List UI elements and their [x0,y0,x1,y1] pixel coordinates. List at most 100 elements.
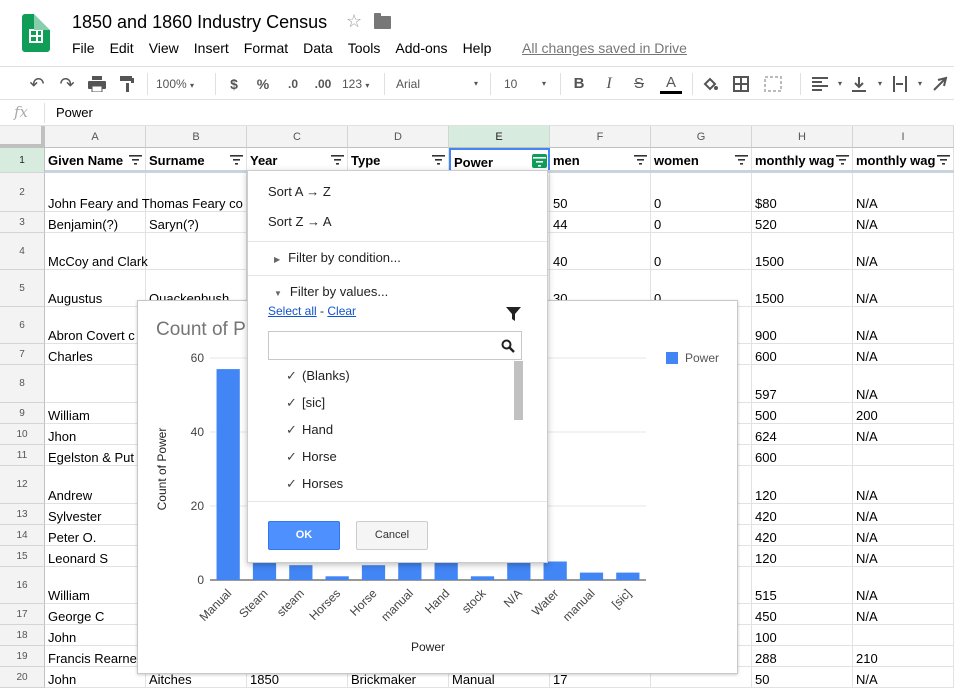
select-all-link[interactable]: Select all [268,304,317,318]
table-cell[interactable] [45,365,146,403]
column-filter-icon[interactable] [634,154,647,165]
column-header-a[interactable]: A [45,126,146,148]
document-title[interactable]: 1850 and 1860 Industry Census [72,12,328,32]
table-cell[interactable]: John [45,667,146,688]
filter-by-values-item[interactable]: ▼ Filter by values... [274,284,388,299]
menu-edit[interactable]: Edit [109,40,134,56]
table-cell[interactable] [146,173,247,212]
table-cell[interactable]: 0 [651,233,752,270]
table-cell[interactable]: 120 [752,466,853,504]
table-cell[interactable]: 0 [651,173,752,212]
star-icon[interactable]: ☆ [346,11,363,31]
filter-value-item[interactable]: ✓ Hand [286,422,333,438]
table-cell[interactable]: N/A [853,233,954,270]
values-scrollbar[interactable] [514,361,523,420]
print-icon[interactable] [86,74,108,94]
redo-icon[interactable]: ↷ [59,74,75,94]
menu-add-ons[interactable]: Add-ons [395,40,448,56]
column-filter-icon[interactable] [432,154,445,165]
increase-decimal-button[interactable]: .00 [314,77,332,91]
fill-color-icon[interactable] [700,74,720,94]
borders-icon[interactable] [731,74,751,94]
table-cell[interactable]: 120 [752,546,853,567]
table-cell[interactable]: N/A [853,525,954,546]
align-left-icon[interactable]: ▾ [812,74,842,94]
column-header-h[interactable]: H [752,126,853,148]
values-search-input[interactable] [268,331,522,360]
row-header[interactable]: 17 [0,604,45,625]
table-cell[interactable]: John [45,625,146,646]
table-cell[interactable]: N/A [853,344,954,365]
table-cell[interactable] [853,625,954,646]
clear-link[interactable]: Clear [327,304,357,318]
vertical-align-icon[interactable]: ▾ [852,74,882,94]
table-cell[interactable]: Augustus [45,270,146,307]
menu-file[interactable]: File [72,40,95,56]
table-cell[interactable]: Saryn(?) [146,212,247,233]
filter-value-item[interactable]: ✓ Horses [286,476,343,492]
column-filter-icon[interactable] [230,154,243,165]
table-cell[interactable]: 44 [550,212,651,233]
table-cell[interactable]: N/A [853,424,954,445]
select-all-corner[interactable] [0,126,45,148]
table-cell[interactable]: George C [45,604,146,625]
sort-a-z-item[interactable]: Sort A → Z [268,184,331,199]
table-cell[interactable]: N/A [853,546,954,567]
table-cell[interactable]: N/A [853,212,954,233]
table-cell[interactable] [146,233,247,270]
row-header[interactable]: 11 [0,445,45,466]
row-header[interactable]: 3 [0,212,45,233]
table-cell[interactable]: Abron Covert c [45,307,146,344]
table-cell[interactable]: N/A [853,270,954,307]
menu-help[interactable]: Help [462,40,492,56]
save-status[interactable]: All changes saved in Drive [522,40,687,56]
menu-data[interactable]: Data [303,40,333,56]
sheets-logo-icon[interactable] [22,14,50,52]
row-header[interactable]: 13 [0,504,45,525]
column-header-e[interactable]: E [449,126,550,148]
table-cell[interactable]: 597 [752,365,853,403]
table-cell[interactable]: N/A [853,504,954,525]
table-cell[interactable]: William [45,567,146,604]
table-cell[interactable]: 0 [651,212,752,233]
table-cell[interactable]: N/A [853,604,954,625]
filter-value-item[interactable]: ✓ [sic] [286,395,325,411]
column-header-f[interactable]: F [550,126,651,148]
filter-value-item[interactable]: ✓ (Blanks) [286,368,350,384]
filter-by-condition-item[interactable]: ▶ Filter by condition... [274,250,401,265]
column-filter-icon[interactable] [331,154,344,165]
table-cell[interactable]: Sylvester [45,504,146,525]
font-size-select[interactable]: 10 ▾ [504,77,546,91]
row-header[interactable]: 19 [0,646,45,667]
column-filter-icon[interactable] [836,154,849,165]
row-header[interactable]: 8 [0,365,45,403]
column-filter-icon[interactable] [532,154,547,168]
table-cell[interactable]: 624 [752,424,853,445]
zoom-select[interactable]: 100% ▾ [156,77,195,91]
menu-view[interactable]: View [148,40,179,56]
table-cell[interactable]: 1500 [752,270,853,307]
table-cell[interactable]: 50 [752,667,853,688]
table-cell[interactable]: N/A [853,466,954,504]
filter-value-item[interactable]: ✓ Horse [286,449,337,465]
row-header[interactable]: 2 [0,173,45,212]
sort-z-a-item[interactable]: Sort Z → A [268,214,332,229]
row-header[interactable]: 15 [0,546,45,567]
table-cell[interactable]: N/A [853,173,954,212]
column-filter-icon[interactable] [937,154,950,165]
menu-insert[interactable]: Insert [193,40,229,56]
formula-input[interactable]: Power [56,105,93,120]
table-cell[interactable]: 515 [752,567,853,604]
table-cell[interactable]: Egelston & Put [45,445,146,466]
row-header[interactable]: 18 [0,625,45,646]
table-cell[interactable]: Jhon [45,424,146,445]
table-cell[interactable]: N/A [853,567,954,604]
italic-button[interactable]: I [606,75,612,92]
column-header-i[interactable]: I [853,126,954,148]
table-cell[interactable]: 200 [853,403,954,424]
column-filter-icon[interactable] [735,154,748,165]
table-cell[interactable]: 288 [752,646,853,667]
undo-icon[interactable]: ↶ [29,74,45,94]
table-cell[interactable]: McCoy and Clark [45,233,148,270]
row-header[interactable]: 10 [0,424,45,445]
